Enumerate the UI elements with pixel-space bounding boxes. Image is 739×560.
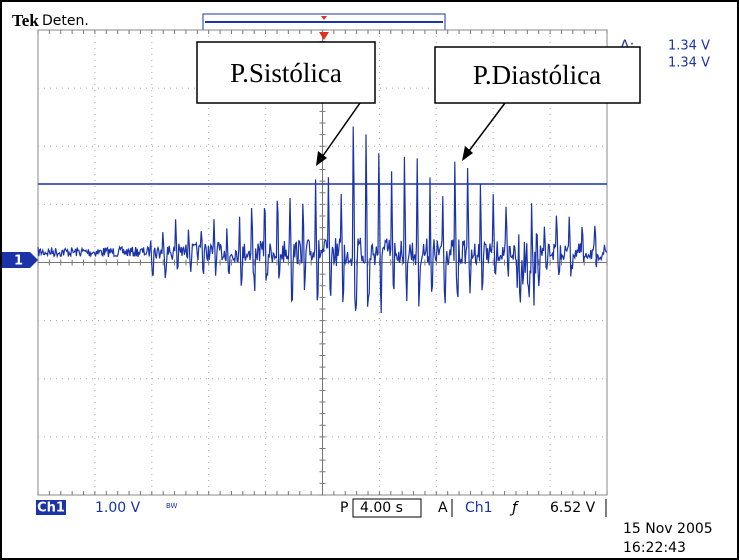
cursor-readout: 1.34 V	[668, 56, 710, 71]
brand: Tek	[12, 11, 39, 30]
oscilloscope-screen: Tek Deten. 1 Δ: 1.34 V 1.34 V P.Sistólic…	[0, 0, 739, 560]
footer-date: 15 Nov 2005	[623, 521, 713, 537]
annotation-label: P.Sistólica	[230, 58, 342, 88]
footer-time: 16:22:43	[623, 540, 686, 556]
page: Tek Deten. 1 Δ: 1.34 V 1.34 V P.Sistólic…	[0, 0, 739, 560]
annotation-label: P.Diastólica	[473, 60, 601, 90]
status: Deten.	[42, 13, 89, 29]
channel-marker: 1	[14, 254, 23, 269]
footer-trigger-mode: A	[438, 500, 448, 516]
footer-bandwidth: BW	[166, 502, 178, 510]
footer-trigger-level: 6.52 V	[550, 500, 596, 516]
footer-trigger-source: Ch1	[465, 500, 493, 516]
footer-scale: 1.00 V	[95, 500, 141, 516]
footer-time-scale: 4.00 s	[360, 500, 403, 516]
footer-time-prefix: P	[340, 500, 348, 516]
cursor-readout: 1.34 V	[668, 39, 710, 54]
footer-channel: Ch1	[37, 501, 65, 516]
